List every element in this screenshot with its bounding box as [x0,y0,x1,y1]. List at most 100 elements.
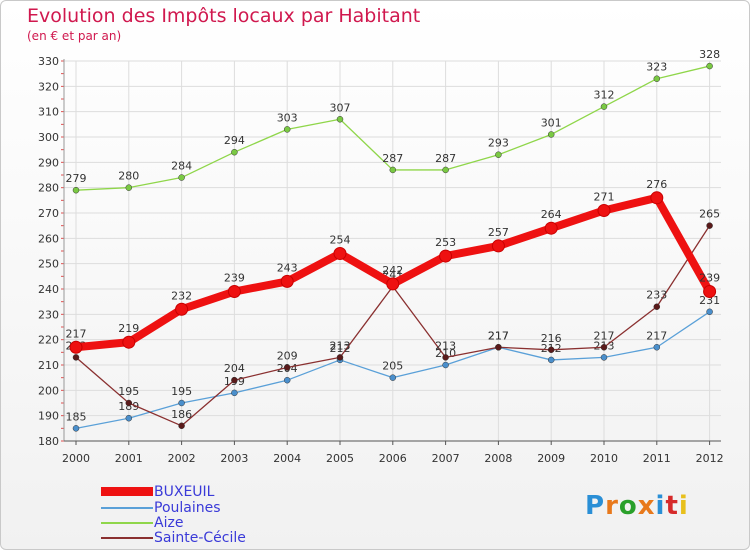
data-point-poulaines [600,354,608,361]
data-label-buxeuil: 243 [277,261,298,274]
data-point-aize [389,166,397,174]
logo-letter: P [585,491,606,521]
data-label-aize: 293 [488,137,509,150]
data-label-aize: 279 [66,172,87,185]
data-label-buxeuil: 232 [171,289,192,302]
data-label-poulaines: 189 [118,400,139,413]
y-tick-label: 210 [38,359,59,372]
y-tick-label: 300 [38,131,59,144]
data-point-buxeuil [491,239,505,253]
logo-letter: t [665,491,679,521]
x-tick-label: 2005 [326,452,354,465]
data-point-sainte-c-cile [600,344,608,351]
data-point-aize [125,184,133,191]
data-point-poulaines [125,414,133,422]
logo-letter: o [618,491,638,521]
data-point-poulaines [283,376,291,384]
data-label-poulaines: 205 [382,360,403,373]
data-point-buxeuil [544,221,558,235]
legend-swatch-sainte-cecile [101,537,153,539]
legend-item-sainte-cecile: Sainte-Cécile [101,530,301,546]
data-label-sainte-c-cile: 233 [646,289,667,302]
x-tick-label: 2011 [643,452,671,465]
x-tick-label: 2008 [484,452,512,465]
x-tick-label: 2004 [273,452,301,465]
data-label-aize: 301 [541,116,562,129]
legend-item-poulaines: Poulaines [101,500,301,516]
data-point-sainte-c-cile [653,303,661,310]
data-label-poulaines: 212 [330,342,351,355]
legend-item-buxeuil: BUXEUIL [101,484,301,500]
x-tick-label: 2001 [115,452,143,465]
data-point-aize [336,116,344,123]
data-label-aize: 280 [118,170,139,183]
data-point-sainte-c-cile [706,222,713,229]
data-label-aize: 287 [382,152,403,165]
data-label-aize: 312 [594,89,615,102]
data-label-buxeuil: 257 [488,226,509,239]
data-label-aize: 287 [435,152,456,165]
chart-title: Evolution des Impôts locaux par Habitant [27,5,421,27]
data-label-buxeuil: 271 [594,190,615,203]
y-tick-label: 290 [38,156,59,169]
data-point-poulaines [72,425,80,432]
data-label-poulaines: 217 [646,329,667,342]
data-point-sainte-c-cile [547,346,555,354]
legend-swatch-poulaines [101,507,153,509]
data-point-poulaines [231,389,238,397]
x-tick-label: 2002 [168,452,196,465]
legend-label-poulaines: Poulaines [154,500,221,516]
data-point-sainte-c-cile [125,399,133,407]
legend-label-sainte-cecile: Sainte-Cécile [154,530,246,546]
data-label-sainte-c-cile: 216 [541,332,562,345]
data-point-aize [283,126,291,133]
data-label-aize: 294 [224,134,245,147]
data-label-aize: 328 [699,48,720,61]
legend-label-buxeuil: BUXEUIL [154,484,215,500]
data-point-aize [178,174,185,181]
data-label-sainte-c-cile: 217 [488,329,509,342]
data-label-sainte-c-cile: 213 [435,339,456,352]
y-tick-label: 330 [38,55,59,68]
y-tick-label: 270 [38,207,59,220]
data-label-aize: 284 [171,160,192,173]
data-label-buxeuil: 264 [541,208,562,221]
data-point-poulaines [178,399,185,407]
data-point-buxeuil [439,249,453,263]
x-tick-label: 2009 [537,452,565,465]
data-point-sainte-c-cile [231,376,238,384]
data-point-buxeuil [280,274,294,288]
data-label-buxeuil: 242 [382,264,403,277]
data-point-aize [442,166,449,174]
y-tick-label: 200 [38,384,59,397]
y-tick-label: 320 [38,80,59,93]
data-label-buxeuil: 219 [118,322,139,335]
data-label-poulaines: 231 [699,294,720,307]
data-point-buxeuil [69,340,83,354]
legend-swatch-buxeuil [101,487,153,496]
data-label-aize: 307 [330,101,351,114]
data-label-aize: 303 [277,111,298,124]
data-label-sainte-c-cile: 204 [224,362,245,375]
data-point-poulaines [442,361,449,369]
data-point-poulaines [706,308,713,316]
y-tick-label: 220 [38,334,59,347]
x-tick-label: 2012 [696,452,724,465]
y-tick-label: 190 [38,410,59,423]
y-tick-label: 180 [38,435,59,448]
data-point-aize [72,186,80,194]
data-label-sainte-c-cile: 213 [330,339,351,352]
data-point-sainte-c-cile [495,344,502,351]
data-point-poulaines [389,374,397,381]
y-tick-label: 280 [38,182,59,195]
y-tick-label: 240 [38,283,59,296]
y-tick-label: 260 [38,232,59,245]
data-label-buxeuil: 239 [224,272,245,285]
logo-letter: r [605,491,619,521]
data-label-buxeuil: 254 [330,234,351,247]
x-tick-label: 2003 [220,452,248,465]
legend-item-aize: Aize [101,515,301,531]
y-tick-label: 230 [38,308,59,321]
